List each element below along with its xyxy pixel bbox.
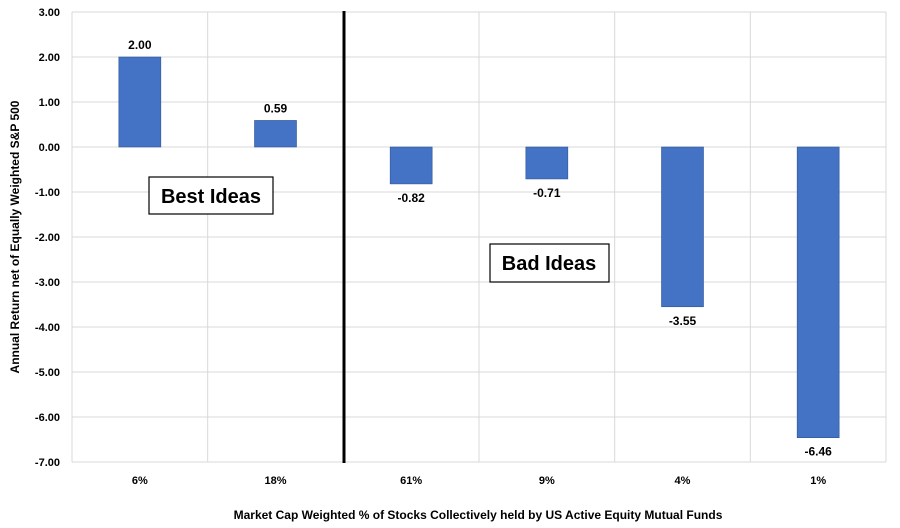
x-tick-label: 4%: [675, 475, 691, 487]
best-ideas-box: Best Ideas: [148, 176, 274, 215]
y-tick-label: -5.00: [35, 367, 60, 379]
x-tick-label: 61%: [400, 475, 422, 487]
bar: [525, 146, 569, 180]
y-axis-title: Annual Return net of Equally Weighted S&…: [8, 100, 22, 373]
y-tick-label: -6.00: [35, 412, 60, 424]
y-tick-label: 2.00: [39, 52, 60, 64]
y-tick-label: -1.00: [35, 187, 60, 199]
bar: [661, 146, 704, 308]
bar: [118, 56, 162, 148]
y-axis-ticks: 3.00 2.00 1.00 0.00 -1.00 -2.00 -3.00 -4.00 -5.0…: [35, 7, 60, 469]
y-tick-label: -4.00: [35, 322, 60, 334]
best-ideas-label: Best Ideas: [161, 186, 261, 208]
x-tick-label: 18%: [264, 475, 286, 487]
y-tick-label: 1.00: [39, 97, 60, 109]
data-label: 2.00: [128, 38, 152, 52]
y-tick-label: -3.00: [35, 277, 60, 289]
y-tick-label: -2.00: [35, 232, 60, 244]
data-label: -0.82: [397, 191, 425, 205]
data-labels: 2.00 0.59 -0.82 -0.71 -3.55 -6.46: [128, 38, 832, 459]
y-tick-label: 3.00: [39, 7, 60, 19]
bad-ideas-label: Bad Ideas: [502, 253, 596, 275]
data-label: -6.46: [804, 445, 832, 459]
data-label: -3.55: [669, 314, 697, 328]
data-label: -0.71: [533, 186, 561, 200]
x-tick-label: 1%: [810, 475, 826, 487]
x-axis-ticks: 6% 18% 61% 9% 4% 1%: [132, 475, 826, 487]
data-label: 0.59: [264, 101, 288, 115]
bars: [118, 56, 840, 439]
bar: [389, 146, 433, 185]
x-tick-label: 9%: [539, 475, 555, 487]
gridlines: [71, 11, 887, 463]
x-axis-title: Market Cap Weighted % of Stocks Collecti…: [234, 508, 723, 522]
bar: [796, 146, 840, 439]
bad-ideas-box: Bad Ideas: [489, 243, 610, 283]
x-tick-label: 6%: [132, 475, 148, 487]
y-tick-label: -7.00: [35, 457, 60, 469]
bar: [254, 120, 297, 148]
y-tick-label: 0.00: [39, 142, 60, 154]
